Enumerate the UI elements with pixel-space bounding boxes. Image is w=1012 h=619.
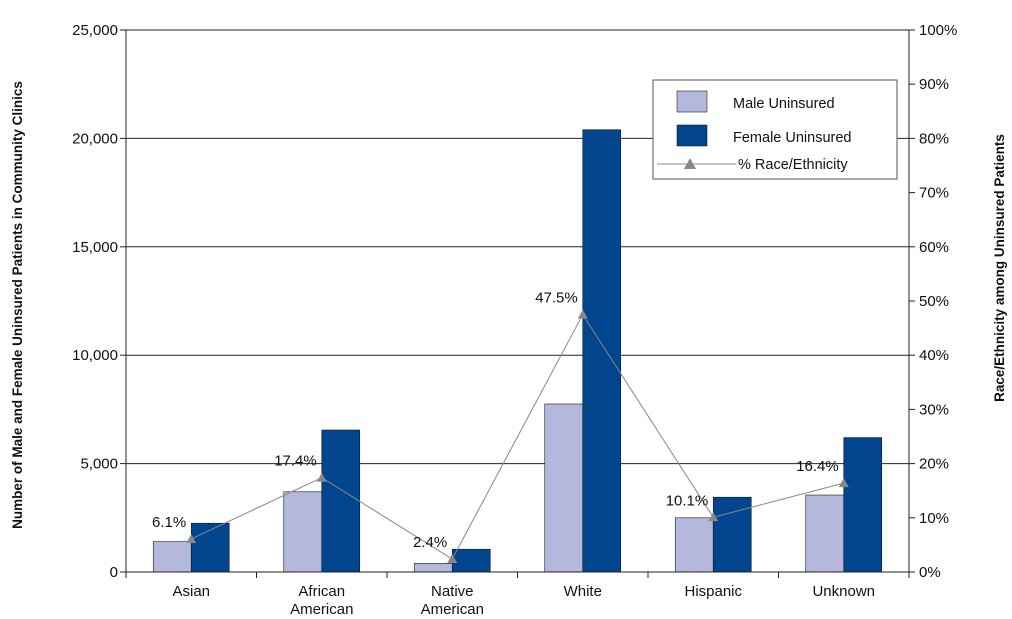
legend-swatch-male bbox=[676, 90, 708, 113]
category-label: Asian bbox=[172, 583, 210, 600]
y-tick-label: 10,000 bbox=[72, 347, 118, 364]
category-label: African American bbox=[290, 583, 353, 618]
percent-line bbox=[186, 309, 849, 563]
data-labels: 6.1% 17.4% 2.4% 47.5% 10.1% 16.4% bbox=[152, 290, 839, 551]
percent-point bbox=[186, 533, 197, 543]
percent-point bbox=[577, 309, 588, 319]
percent-line-path bbox=[191, 313, 844, 560]
y-tick-label: 0 bbox=[110, 564, 118, 581]
bar-male-uninsured bbox=[152, 541, 192, 573]
percent-data-label: 6.1% bbox=[152, 514, 186, 531]
bar-male-uninsured bbox=[413, 563, 453, 573]
y2-tick-label: 30% bbox=[919, 401, 949, 418]
bar-female-uninsured bbox=[712, 496, 752, 573]
y-tick-label: 5,000 bbox=[80, 456, 118, 473]
right-axis-ticks: 0% 10% 20% 30% 40% 50% 60% 70% 80% 90% 100% bbox=[909, 22, 957, 581]
bar-female-uninsured bbox=[321, 429, 361, 573]
y2-tick-label: 60% bbox=[919, 239, 949, 256]
percent-data-label: 17.4% bbox=[274, 453, 317, 470]
category-labels: Asian African American Native American White H… bbox=[125, 572, 910, 618]
percent-point bbox=[708, 512, 719, 522]
percent-data-label: 16.4% bbox=[796, 458, 839, 475]
y2-tick-label: 20% bbox=[919, 456, 949, 473]
bar-male-uninsured bbox=[544, 403, 584, 573]
y-tick-label: 15,000 bbox=[72, 239, 118, 256]
y2-tick-label: 90% bbox=[919, 76, 949, 93]
y2-tick-label: 10% bbox=[919, 510, 949, 527]
percent-point bbox=[838, 478, 849, 488]
bars bbox=[152, 129, 883, 573]
category-label: Native American bbox=[421, 583, 484, 618]
category-label: Unknown bbox=[812, 583, 875, 600]
y-axis-title: Number of Male and Female Uninsured Pati… bbox=[10, 81, 25, 529]
y2-tick-label: 70% bbox=[919, 185, 949, 202]
bar-female-uninsured bbox=[451, 548, 491, 573]
bar-female-uninsured bbox=[190, 522, 230, 573]
legend-label-percent: % Race/Ethnicity bbox=[738, 157, 848, 173]
category-label: White bbox=[564, 583, 602, 600]
bar-male-uninsured bbox=[283, 491, 323, 573]
y2-tick-label: 80% bbox=[919, 130, 949, 147]
y2-tick-label: 50% bbox=[919, 293, 949, 310]
bar-male-uninsured bbox=[674, 517, 714, 573]
percent-point bbox=[447, 553, 458, 563]
percent-data-label: 10.1% bbox=[666, 492, 709, 509]
legend-swatch-female bbox=[676, 124, 708, 147]
y-tick-label: 25,000 bbox=[72, 22, 118, 39]
bar-female-uninsured bbox=[582, 129, 622, 573]
percent-data-label: 2.4% bbox=[413, 534, 447, 551]
legend-label-male: Male Uninsured bbox=[733, 96, 835, 112]
y-tick-label: 20,000 bbox=[72, 130, 118, 147]
percent-data-label: 47.5% bbox=[535, 290, 578, 307]
y2-tick-label: 0% bbox=[919, 564, 941, 581]
percent-point bbox=[316, 472, 327, 482]
left-axis-ticks: 0 5,000 10,000 15,000 20,000 25,000 bbox=[72, 22, 126, 581]
legend-triangle-marker bbox=[684, 158, 696, 169]
category-label: Hispanic bbox=[684, 583, 742, 600]
bar-female-uninsured bbox=[843, 437, 883, 573]
y2-tick-label: 40% bbox=[919, 347, 949, 364]
y2-axis-title: Race/Ethnicity among Uninsured Patients bbox=[992, 134, 1007, 402]
legend: Male Uninsured Female Uninsured % Race/E… bbox=[652, 79, 898, 180]
y2-tick-label: 100% bbox=[919, 22, 957, 39]
legend-label-female: Female Uninsured bbox=[733, 130, 851, 146]
bar-male-uninsured bbox=[805, 494, 845, 573]
